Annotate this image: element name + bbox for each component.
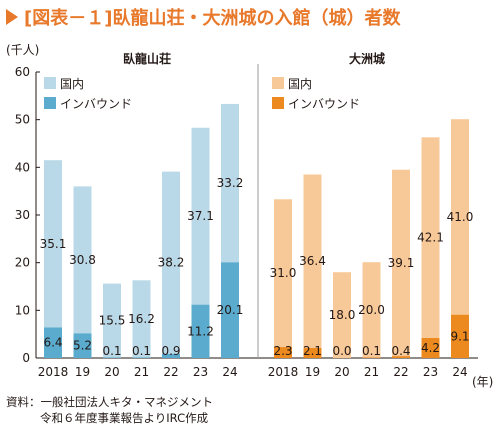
bar-label-inbound: 5.2 [73,339,92,353]
bar-label-inbound: 0.4 [391,344,410,358]
x-tick-label: 21 [364,365,379,379]
x-tick-label: 19 [75,365,90,379]
bar-domestic [162,171,180,354]
legend-label: 国内 [288,77,312,91]
bar-label-inbound: 0.0 [332,344,351,358]
bar-inbound [303,347,322,358]
bar-domestic [421,137,440,338]
bar-label-domestic: 38.2 [158,256,185,270]
y-unit-label: (千人) [6,43,39,57]
bar-label-inbound: 0.9 [161,344,180,358]
bar-label-inbound: 11.2 [187,324,214,338]
bar-inbound [451,314,469,358]
bar-label-inbound: 0.1 [132,344,151,358]
bar-domestic [451,119,469,315]
x-tick-label: 22 [393,365,408,379]
bar-inbound [274,347,292,358]
x-unit-label: (年) [472,375,493,389]
y-tick-label: 30 [15,208,30,222]
x-tick-label: 23 [423,365,438,379]
bar-label-inbound: 2.1 [303,344,322,358]
bar-label-inbound: 2.3 [273,344,292,358]
y-tick-label: 20 [15,256,30,270]
x-tick-label: 23 [193,365,208,379]
bar-label-domestic: 35.1 [40,237,67,251]
bar-label-domestic: 18.0 [329,308,356,322]
bar-domestic [73,186,92,334]
bar-domestic [44,160,62,328]
bar-domestic [132,280,151,358]
x-tick-label: 20 [334,365,349,379]
x-tick-label: 22 [163,365,178,379]
bar-inbound [392,356,410,358]
source-line-1: 資料：一般社団法人キタ・マネジメント [6,395,213,409]
y-tick-label: 60 [15,65,30,79]
bar-inbound [221,262,239,358]
bar-inbound [162,353,180,358]
bar-inbound [73,333,92,358]
title-triangle-icon [6,9,18,25]
bar-label-domestic: 31.0 [270,266,297,280]
bar-label-inbound: 0.1 [362,344,381,358]
bar-domestic [392,169,410,357]
bar-label-inbound: 6.4 [43,336,62,350]
bar-label-domestic: 15.5 [99,314,126,328]
legend-swatch [272,77,284,89]
bar-domestic [221,103,239,263]
x-tick-label: 2018 [268,365,299,379]
figure-title: [図表－１]臥龍山荘・大洲城の入館（城）者数 [6,4,400,30]
bar-label-domestic: 36.4 [299,254,326,268]
source-note: 資料：一般社団法人キタ・マネジメント 令和６年度事業報告よりIRC作成 [6,394,213,426]
y-tick-label: 50 [15,113,30,127]
x-tick-label: 2018 [38,365,69,379]
x-tick-label: 21 [134,365,149,379]
bar-inbound [191,304,210,358]
bar-domestic [303,174,322,348]
legend-swatch [272,97,284,109]
bar-label-inbound: 4.2 [421,341,440,355]
bar-inbound [44,327,62,358]
bar-label-inbound: 9.1 [450,329,469,343]
legend-label: インバウンド [288,97,360,111]
legend-swatch [44,77,56,89]
legend-label: 国内 [60,77,84,91]
x-tick-label: 24 [222,365,237,379]
y-tick-label: 40 [15,160,30,174]
bar-label-domestic: 41.0 [447,210,474,224]
bar-label-domestic: 37.1 [187,209,214,223]
bar-label-domestic: 42.1 [417,231,444,245]
x-tick-label: 20 [104,365,119,379]
title-text: [図表－１]臥龍山荘・大洲城の入館（城）者数 [24,8,401,29]
x-tick-label: 19 [305,365,320,379]
source-line-2: 令和６年度事業報告よりIRC作成 [40,411,209,425]
bar-label-domestic: 20.0 [358,303,385,317]
bar-label-inbound: 0.1 [102,344,121,358]
bar-inbound [421,337,440,358]
bar-domestic [362,262,381,358]
panel-title-2: 大洲城 [349,51,385,66]
x-tick-label: 24 [452,365,467,379]
bar-label-domestic: 16.2 [128,312,155,326]
bar-label-domestic: 30.8 [69,253,96,267]
legend-swatch [44,97,56,109]
bar-label-domestic: 33.2 [217,176,244,190]
bar-label-inbound: 20.1 [217,303,244,317]
bar-domestic [103,283,121,358]
y-tick-label: 10 [15,303,30,317]
bar-domestic [191,127,210,305]
y-tick-label: 0 [22,351,30,365]
bar-label-domestic: 39.1 [388,256,415,270]
bar-domestic [333,272,351,358]
legend-label: インバウンド [60,97,132,111]
panel-title-1: 臥龍山荘 [123,51,171,66]
bar-domestic [274,199,292,348]
